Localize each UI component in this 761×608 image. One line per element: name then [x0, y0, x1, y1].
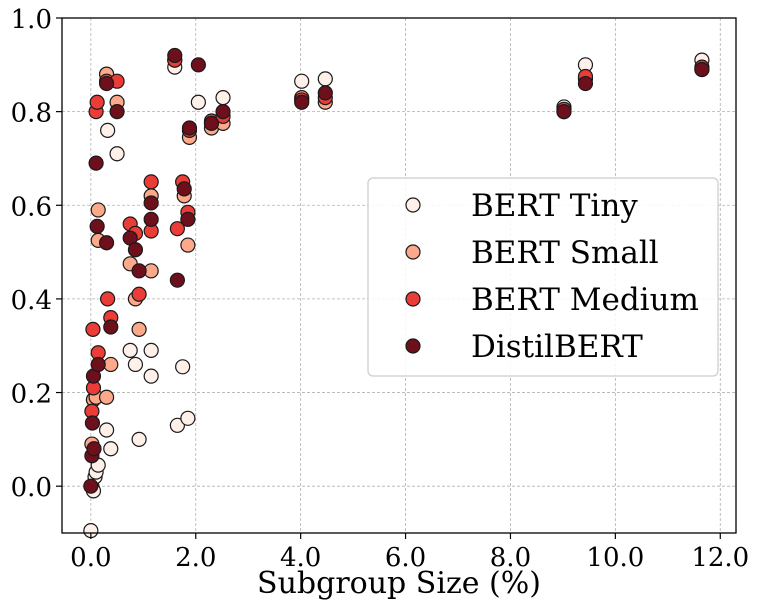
data-point: [143, 211, 159, 227]
data-point: [176, 181, 192, 197]
legend: BERT Tiny BERT Small BERT Medium DistilBERT: [367, 177, 719, 377]
data-point: [143, 342, 159, 359]
data-point: [180, 237, 196, 253]
data-point: [98, 422, 115, 438]
data-point: [577, 75, 594, 92]
data-point: [203, 115, 220, 131]
data-point: [84, 415, 101, 431]
data-point: [181, 120, 198, 136]
x-tick-label: 6.0: [385, 543, 426, 573]
data-point: [169, 417, 185, 433]
axis-ticks: 0.0 2.0 4.0 6.0 8.0 10.0 12.0 0.0 0.2 0.4 0.6 0.8 1.…: [11, 5, 750, 573]
data-point: [83, 478, 99, 494]
y-tick-label: 0.4: [11, 286, 52, 316]
data-point: [86, 441, 102, 457]
data-point: [103, 356, 119, 373]
data-point: [169, 221, 185, 237]
data-point: [180, 211, 196, 227]
data-point: [109, 146, 125, 162]
data-point: [122, 342, 138, 359]
data-point: [88, 155, 104, 171]
data-point: [127, 356, 144, 373]
data-point: [131, 263, 147, 279]
x-tick-label: 4.0: [280, 543, 321, 573]
data-point: [131, 286, 147, 302]
data-point: [175, 359, 191, 375]
plot-area-frame: [61, 17, 737, 534]
data-point: [694, 61, 710, 78]
legend-label: DistilBERT: [471, 329, 643, 365]
x-axis-label: Subgroup Size (%): [257, 566, 541, 601]
x-tick-label: 8.0: [490, 543, 531, 573]
series-distilbert: [83, 47, 710, 494]
data-point: [90, 356, 106, 373]
data-point: [98, 389, 115, 405]
data-point: [131, 321, 147, 337]
data-point: [190, 57, 206, 73]
data-point: [143, 174, 159, 190]
data-points: [83, 47, 710, 539]
x-tick-label: 2.0: [175, 543, 216, 573]
x-tick-label: 0.0: [70, 543, 111, 573]
data-point: [85, 321, 101, 337]
data-point: [89, 218, 105, 234]
data-point: [215, 89, 231, 106]
legend-label: BERT Medium: [471, 282, 699, 318]
legend-marker: [405, 244, 421, 260]
data-point: [180, 410, 196, 426]
data-point: [215, 104, 231, 120]
data-point: [100, 122, 116, 138]
data-point: [167, 47, 183, 64]
x-tick-label: 10.0: [586, 543, 644, 573]
legend-marker: [405, 197, 421, 213]
y-tick-label: 0.6: [11, 192, 52, 222]
legend-box: [367, 177, 719, 377]
data-point: [103, 319, 119, 335]
data-point: [131, 431, 147, 447]
data-point: [169, 272, 185, 288]
y-tick-label: 1.0: [11, 5, 52, 35]
legend-label: BERT Small: [471, 235, 659, 271]
y-tick-label: 0.8: [11, 99, 52, 129]
data-point: [190, 94, 206, 110]
data-point: [100, 291, 116, 307]
data-point: [317, 85, 333, 101]
data-point: [98, 75, 115, 92]
data-point: [90, 202, 106, 218]
data-point: [143, 195, 159, 211]
legend-marker: [405, 338, 421, 354]
y-tick-label: 0.2: [11, 380, 52, 410]
data-point: [143, 368, 159, 384]
data-point: [556, 104, 572, 120]
data-point: [127, 242, 144, 258]
legend-label: BERT Tiny: [471, 188, 638, 224]
data-point: [294, 94, 310, 110]
data-point: [103, 441, 119, 457]
data-point: [294, 73, 310, 89]
legend-marker: [405, 291, 421, 307]
data-point: [317, 71, 333, 87]
data-point: [98, 235, 115, 251]
y-tick-label: 0.0: [11, 473, 52, 503]
data-point: [89, 94, 105, 110]
data-point: [109, 104, 125, 120]
x-tick-label: 12.0: [691, 543, 749, 573]
